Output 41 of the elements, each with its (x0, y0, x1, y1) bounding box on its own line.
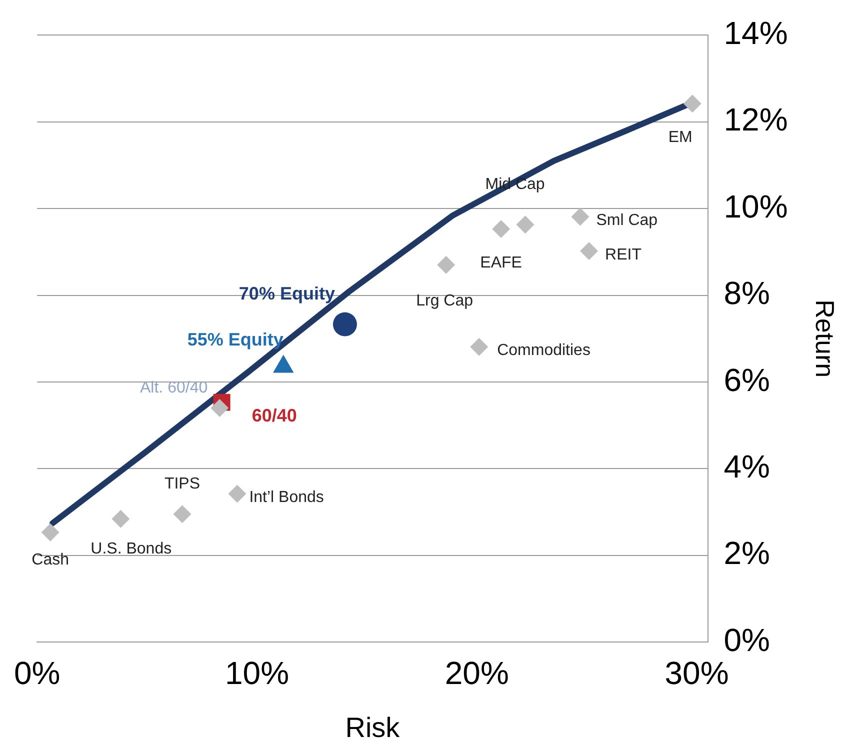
x-tick-label: 0% (14, 655, 60, 692)
y-tick-label: 14% (724, 15, 788, 52)
y-tick-label: 4% (724, 448, 770, 484)
point (228, 484, 246, 503)
y-tick-label: 12% (724, 102, 788, 138)
x-tick-label: 20% (444, 655, 509, 692)
point (210, 398, 229, 417)
annotation: EAFE (480, 254, 522, 272)
y-tick-label: 10% (724, 188, 788, 224)
annotation: Cash (32, 552, 69, 569)
annotation: TIPS (164, 476, 200, 493)
point (41, 523, 60, 542)
point (112, 510, 130, 528)
point (571, 208, 590, 226)
series-label: 60/40 (252, 405, 297, 426)
y-tick-label: 6% (724, 362, 770, 398)
point (516, 216, 534, 234)
point (470, 338, 488, 356)
x-tick-label: 30% (664, 655, 729, 692)
point (173, 505, 192, 524)
point (580, 242, 598, 260)
point (492, 220, 510, 238)
annotation: Int’l Bonds (249, 489, 324, 506)
y-axis-title: Return (810, 300, 840, 378)
series-label: 70% Equity (238, 283, 335, 304)
y-tick-label: 0% (724, 622, 770, 658)
annotation: U.S. Bonds (90, 540, 172, 558)
point (437, 256, 456, 274)
annotation: Alt. 60/40 (140, 379, 208, 396)
annotation: EM (668, 129, 692, 146)
annotation: Sml Cap (596, 212, 658, 230)
y-tick-label: 2% (724, 535, 770, 572)
y-tick-label: 8% (724, 275, 770, 312)
annotation: REIT (605, 246, 642, 264)
x-tick-label: 10% (224, 655, 290, 692)
x-axis-title: Risk (345, 712, 401, 743)
point (683, 94, 702, 113)
series-label: 55% Equity (187, 330, 284, 350)
annotation: Lrg Cap (416, 292, 474, 310)
point (332, 312, 357, 336)
annotation: Commodities (497, 342, 590, 360)
